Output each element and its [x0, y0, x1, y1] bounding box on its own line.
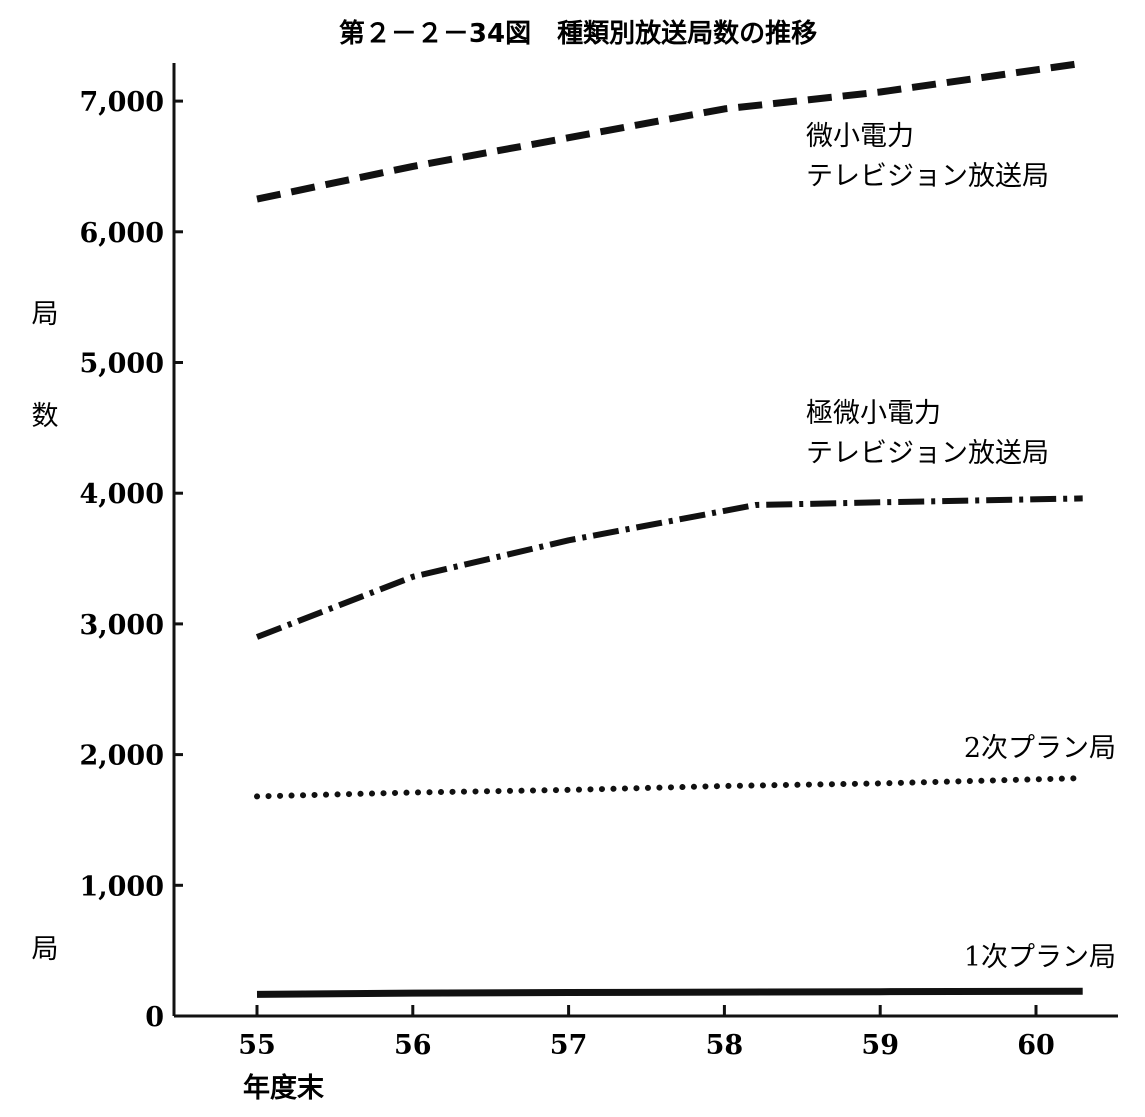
y-axis-label-char-2: 数	[32, 401, 59, 432]
y-tick-label: 6,000	[79, 218, 164, 249]
series-label-3: 2次プラン局	[964, 733, 1116, 764]
x-tick-label: 56	[394, 1030, 432, 1061]
chart-title: 第２－２－34図 種類別放送局数の推移	[339, 18, 817, 49]
y-tick-label: 3,000	[79, 610, 164, 641]
x-tick-label: 60	[1017, 1030, 1055, 1061]
x-tick-label: 55	[238, 1030, 276, 1061]
series-line-2	[255, 495, 1083, 640]
x-axis-label: 年度末	[243, 1072, 324, 1104]
series-line-1	[256, 59, 1084, 203]
x-tick-label: 57	[550, 1030, 588, 1061]
y-axis-label-char-1: 局	[32, 299, 59, 330]
y-tick-label: 4,000	[79, 479, 164, 510]
y-tick-label: 0	[145, 1002, 164, 1033]
series-label-1: 微小電力	[806, 121, 914, 152]
y-tick-label: 2,000	[79, 741, 164, 772]
y-tick-label: 1,000	[79, 871, 164, 902]
series-line-3	[254, 775, 1086, 800]
series-line-4	[256, 987, 1083, 998]
x-tick-label: 59	[861, 1030, 899, 1061]
x-tick-label: 58	[706, 1030, 744, 1061]
series-label-2: テレビジョン放送局	[806, 438, 1049, 469]
y-axis-unit: 局	[32, 934, 59, 965]
series-label-1: テレビジョン放送局	[806, 161, 1049, 192]
y-tick-label: 7,000	[79, 87, 164, 118]
series-label-2: 極微小電力	[806, 398, 941, 429]
series-label-4: 1次プラン局	[964, 942, 1116, 973]
y-tick-label: 5,000	[79, 349, 164, 380]
